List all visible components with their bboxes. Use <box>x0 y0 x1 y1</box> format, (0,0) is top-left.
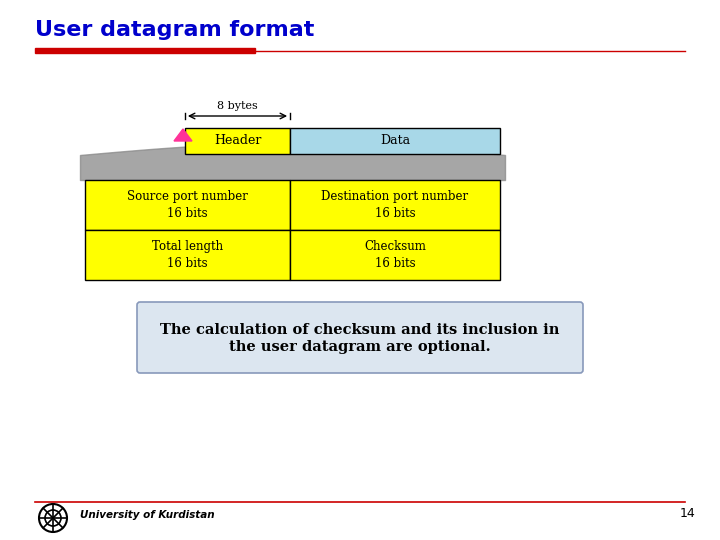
Text: Total length
16 bits: Total length 16 bits <box>152 240 223 270</box>
Bar <box>290 128 500 154</box>
Text: Checksum
16 bits: Checksum 16 bits <box>364 240 426 270</box>
Text: the user datagram are optional.: the user datagram are optional. <box>229 341 491 354</box>
Bar <box>290 180 500 230</box>
Text: Source port number
16 bits: Source port number 16 bits <box>127 190 248 220</box>
Bar <box>85 180 290 230</box>
Bar <box>185 128 290 154</box>
Text: Data: Data <box>380 134 410 147</box>
Bar <box>290 230 500 280</box>
Text: 8 bytes: 8 bytes <box>217 101 258 111</box>
FancyArrow shape <box>174 129 192 141</box>
Text: 14: 14 <box>679 507 695 520</box>
Text: University of Kurdistan: University of Kurdistan <box>80 510 215 520</box>
Text: Destination port number
16 bits: Destination port number 16 bits <box>321 190 469 220</box>
Bar <box>85 230 290 280</box>
Bar <box>35 48 255 53</box>
Text: Header: Header <box>214 134 261 147</box>
Text: The calculation of checksum and its inclusion in: The calculation of checksum and its incl… <box>161 322 559 336</box>
Text: User datagram format: User datagram format <box>35 20 315 40</box>
FancyBboxPatch shape <box>137 302 583 373</box>
